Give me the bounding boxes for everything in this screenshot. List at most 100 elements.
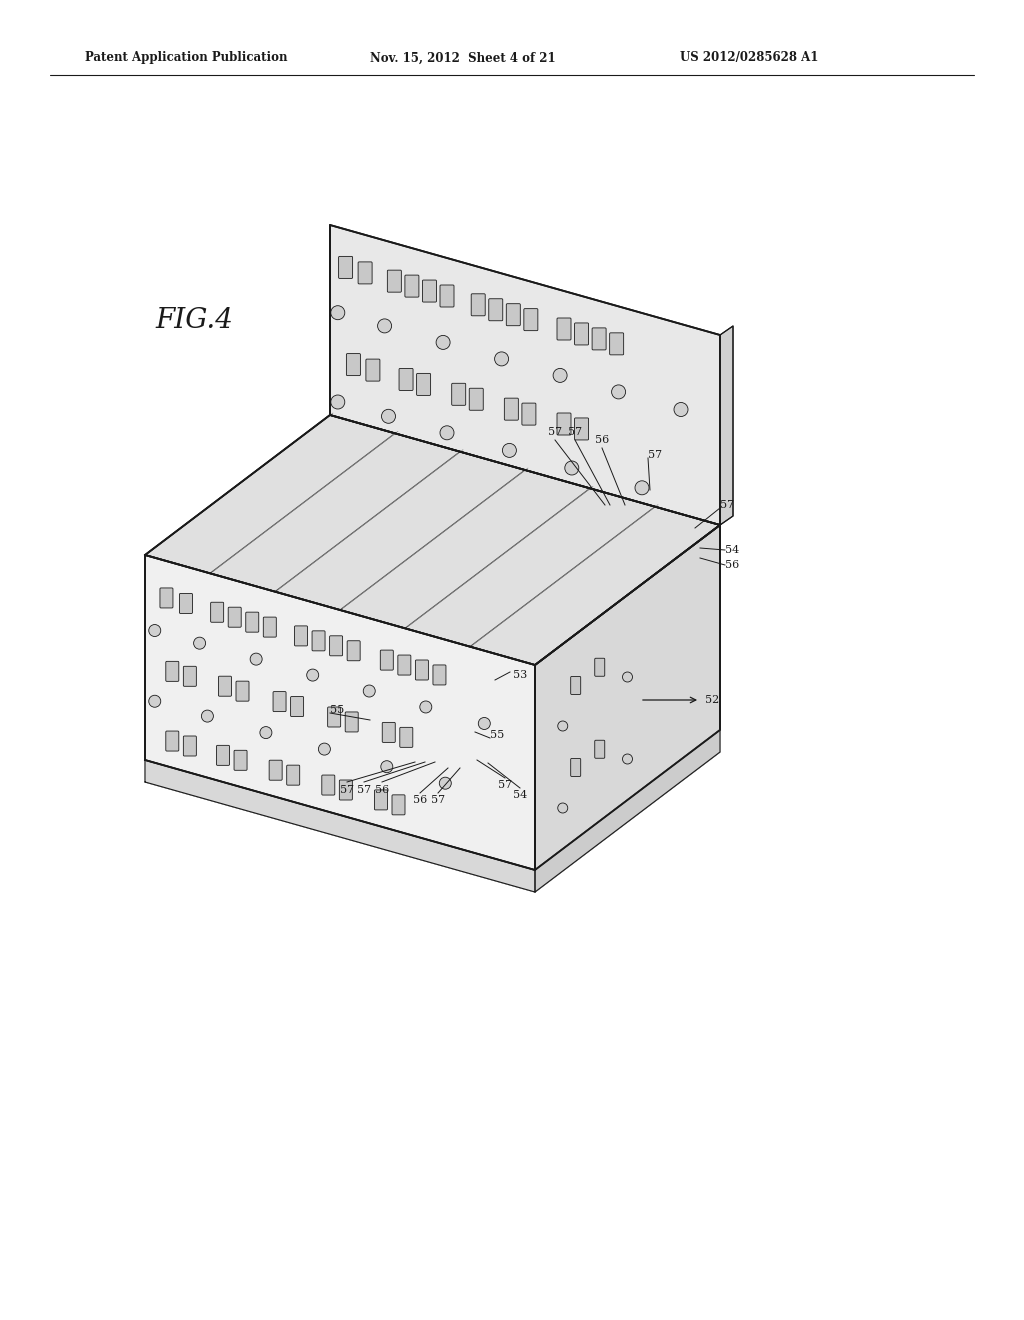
- FancyBboxPatch shape: [609, 333, 624, 355]
- Text: 57: 57: [568, 426, 582, 437]
- FancyBboxPatch shape: [416, 660, 428, 680]
- FancyBboxPatch shape: [291, 697, 303, 717]
- FancyBboxPatch shape: [339, 256, 352, 279]
- FancyBboxPatch shape: [287, 766, 300, 785]
- Circle shape: [202, 710, 213, 722]
- Circle shape: [318, 743, 331, 755]
- FancyBboxPatch shape: [269, 760, 283, 780]
- Circle shape: [382, 409, 395, 424]
- Circle shape: [623, 672, 633, 682]
- FancyBboxPatch shape: [570, 759, 581, 776]
- Polygon shape: [145, 554, 535, 870]
- Polygon shape: [720, 326, 733, 525]
- FancyBboxPatch shape: [375, 789, 387, 810]
- Text: 56: 56: [375, 785, 389, 795]
- Circle shape: [436, 335, 451, 350]
- FancyBboxPatch shape: [179, 594, 193, 614]
- FancyBboxPatch shape: [322, 775, 335, 795]
- FancyBboxPatch shape: [228, 607, 242, 627]
- Polygon shape: [330, 224, 720, 525]
- FancyBboxPatch shape: [183, 737, 197, 756]
- FancyBboxPatch shape: [345, 711, 358, 733]
- Circle shape: [440, 426, 454, 440]
- FancyBboxPatch shape: [387, 271, 401, 292]
- Text: Nov. 15, 2012  Sheet 4 of 21: Nov. 15, 2012 Sheet 4 of 21: [370, 51, 556, 65]
- Circle shape: [250, 653, 262, 665]
- FancyBboxPatch shape: [595, 741, 605, 758]
- FancyBboxPatch shape: [166, 661, 179, 681]
- FancyBboxPatch shape: [347, 640, 360, 661]
- Text: FIG.4: FIG.4: [155, 306, 232, 334]
- Circle shape: [478, 718, 490, 730]
- FancyBboxPatch shape: [218, 676, 231, 696]
- FancyBboxPatch shape: [417, 374, 431, 396]
- Circle shape: [364, 685, 375, 697]
- FancyBboxPatch shape: [380, 651, 393, 671]
- Text: 57: 57: [357, 785, 371, 795]
- FancyBboxPatch shape: [216, 746, 229, 766]
- Circle shape: [495, 352, 509, 366]
- Text: 56: 56: [725, 560, 739, 570]
- FancyBboxPatch shape: [295, 626, 307, 645]
- Text: 57: 57: [498, 780, 512, 789]
- FancyBboxPatch shape: [183, 667, 197, 686]
- FancyBboxPatch shape: [440, 285, 454, 308]
- FancyBboxPatch shape: [570, 676, 581, 694]
- Circle shape: [378, 319, 391, 333]
- FancyBboxPatch shape: [358, 261, 372, 284]
- Text: 57: 57: [720, 500, 734, 510]
- Text: 55: 55: [490, 730, 504, 741]
- Text: 57: 57: [548, 426, 562, 437]
- Text: 55: 55: [330, 705, 344, 715]
- FancyBboxPatch shape: [330, 636, 343, 656]
- FancyBboxPatch shape: [574, 418, 589, 440]
- Circle shape: [674, 403, 688, 417]
- Circle shape: [331, 306, 345, 319]
- FancyBboxPatch shape: [399, 727, 413, 747]
- Circle shape: [558, 721, 567, 731]
- Text: 57: 57: [431, 795, 445, 805]
- FancyBboxPatch shape: [404, 275, 419, 297]
- Polygon shape: [145, 760, 535, 892]
- FancyBboxPatch shape: [471, 294, 485, 315]
- Circle shape: [307, 669, 318, 681]
- Circle shape: [611, 385, 626, 399]
- Text: US 2012/0285628 A1: US 2012/0285628 A1: [680, 51, 818, 65]
- FancyBboxPatch shape: [382, 722, 395, 742]
- FancyBboxPatch shape: [452, 383, 466, 405]
- FancyBboxPatch shape: [423, 280, 436, 302]
- Polygon shape: [535, 730, 720, 892]
- Circle shape: [331, 395, 345, 409]
- FancyBboxPatch shape: [160, 587, 173, 609]
- Circle shape: [260, 726, 272, 739]
- Circle shape: [148, 624, 161, 636]
- FancyBboxPatch shape: [524, 309, 538, 330]
- Text: 57: 57: [648, 450, 663, 459]
- FancyBboxPatch shape: [522, 403, 536, 425]
- FancyBboxPatch shape: [263, 618, 276, 638]
- FancyBboxPatch shape: [505, 399, 518, 420]
- FancyBboxPatch shape: [234, 750, 247, 771]
- Polygon shape: [535, 525, 720, 870]
- FancyBboxPatch shape: [366, 359, 380, 381]
- Text: 54: 54: [513, 789, 527, 800]
- FancyBboxPatch shape: [469, 388, 483, 411]
- FancyBboxPatch shape: [506, 304, 520, 326]
- FancyBboxPatch shape: [328, 708, 341, 727]
- Circle shape: [420, 701, 432, 713]
- Polygon shape: [145, 414, 720, 665]
- Circle shape: [503, 444, 516, 458]
- Circle shape: [194, 638, 206, 649]
- Text: 57: 57: [340, 785, 354, 795]
- FancyBboxPatch shape: [488, 298, 503, 321]
- Circle shape: [381, 760, 393, 772]
- FancyBboxPatch shape: [595, 659, 605, 676]
- Circle shape: [623, 754, 633, 764]
- FancyBboxPatch shape: [166, 731, 179, 751]
- FancyBboxPatch shape: [398, 655, 411, 675]
- FancyBboxPatch shape: [592, 327, 606, 350]
- Circle shape: [558, 803, 567, 813]
- FancyBboxPatch shape: [211, 602, 223, 622]
- Text: 56: 56: [413, 795, 427, 805]
- Text: 56: 56: [595, 436, 609, 445]
